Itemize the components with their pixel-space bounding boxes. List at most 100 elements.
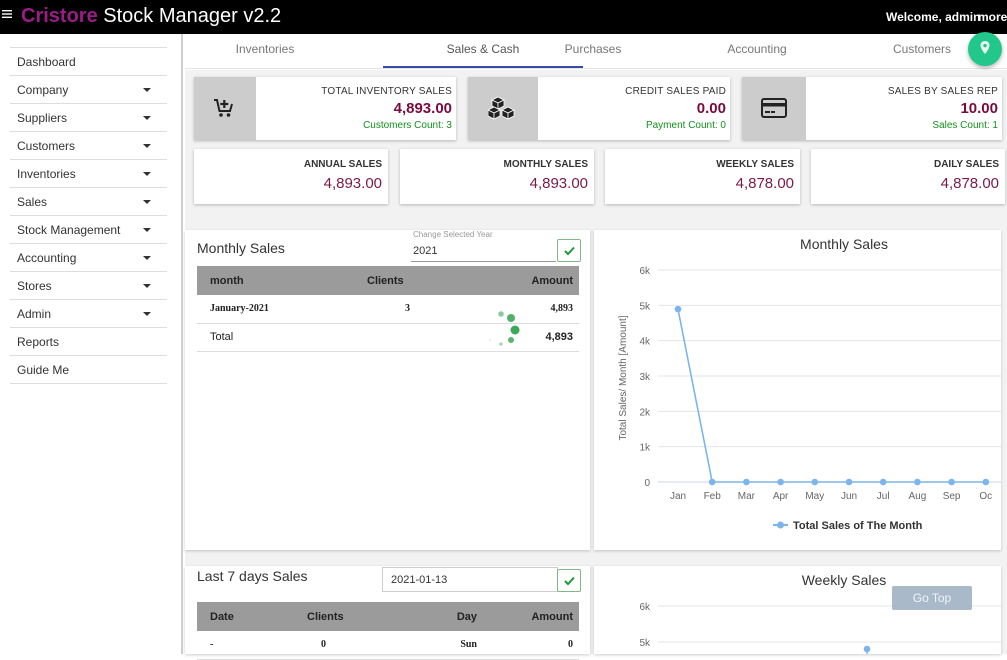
last-7-days-table: Date Clients Day Amount - 0 Sun 0 [197,602,579,660]
sidebar-item-admin[interactable]: Admin [10,300,167,328]
sidebar-item-dashboard[interactable]: Dashboard [10,48,167,76]
monthly-sales-panel: Monthly Sales Change Selected Year month… [185,230,590,550]
sidebar-item-label: Company [17,83,69,97]
sidebar-item-label: Admin [17,307,52,321]
caret-down-icon [143,88,151,92]
data-point[interactable] [777,478,784,486]
sidebar-menu: Dashboard Company Suppliers Customers Invent… [10,47,167,384]
sidebar-item-company[interactable]: Company [10,76,167,104]
sidebar-item-customers[interactable]: Customers [10,132,167,160]
summary-value: 4,893.00 [529,175,588,192]
caret-down-icon [143,116,151,120]
caret-down-icon [143,284,151,288]
sidebar-item-label: Guide Me [17,363,70,377]
table-row: - 0 Sun 0 [197,631,579,660]
top-bar: Cristore Stock Manager v2.2 Welcome, adm… [0,0,1007,34]
y-axis-label: Total Sales/ Month [Amount] [618,315,629,440]
sidebar: Dashboard Company Suppliers Customers Invent… [0,34,183,654]
data-point[interactable] [674,305,682,313]
tab-purchases[interactable]: Purchases [564,42,622,56]
date-input[interactable] [382,567,558,592]
caret-down-icon [143,256,151,260]
panel-title: Last 7 days Sales [197,568,308,584]
cell-month: January-2021 [197,295,367,324]
stat-value: 4,893.00 [393,100,452,117]
sidebar-item-accounting[interactable]: Accounting [10,244,167,272]
data-point[interactable] [743,478,750,486]
data-point[interactable] [879,478,887,486]
column-header-clients[interactable]: Clients [367,266,497,295]
chart-legend[interactable]: Total Sales of The Month [773,520,923,532]
go-top-button[interactable]: Go Top [892,586,972,610]
data-point[interactable] [708,478,716,486]
sidebar-item-suppliers[interactable]: Suppliers [10,104,167,132]
check-icon [564,246,575,256]
y-tick-label: 6k [639,602,651,613]
column-header-amount[interactable]: Amount [497,266,579,295]
sidebar-item-stock-management[interactable]: Stock Management [10,216,167,244]
caret-down-icon [143,228,151,232]
x-tick-label: Apr [773,491,789,502]
apply-year-button[interactable] [557,239,581,262]
summary-value: 4,893.00 [323,175,382,192]
y-tick-label: 5k [639,301,651,312]
data-point[interactable] [863,645,871,653]
sidebar-item-sales[interactable]: Sales [10,188,167,216]
caret-down-icon [143,312,151,316]
data-point[interactable] [982,478,990,486]
stat-label: SALES BY SALES REP [887,86,998,97]
location-button[interactable] [968,32,1002,66]
last-7-days-panel: Last 7 days Sales Date Clients Day Amoun… [185,566,590,660]
cell-clients: 3 [367,295,497,324]
x-tick-label: Feb [704,491,722,502]
sidebar-item-label: Stock Management [17,223,121,237]
app-title[interactable]: Cristore Stock Manager v2.2 [21,4,281,28]
sidebar-item-inventories[interactable]: Inventories [10,160,167,188]
column-header-date[interactable]: Date [197,602,307,631]
tab-accounting[interactable]: Accounting [727,42,787,56]
tab-inventories[interactable]: Inventories [235,42,295,56]
sidebar-item-reports[interactable]: Reports [10,328,167,356]
stat-label: TOTAL INVENTORY SALES [321,86,452,97]
column-header-clients[interactable]: Clients [307,602,417,631]
data-point[interactable] [948,478,955,486]
data-point[interactable] [914,478,921,486]
menu-icon[interactable] [2,9,12,23]
loading-spinner-icon [489,311,520,346]
summary-value: 4,878.00 [735,175,794,192]
legend-label: Total Sales of The Month [793,520,923,532]
cubes-icon [468,77,538,140]
year-input[interactable] [411,240,556,262]
tab-customers[interactable]: Customers [892,42,951,56]
data-point[interactable] [845,478,853,486]
apply-date-button[interactable] [557,569,581,592]
summary-card-annual: ANNUAL SALES 4,893.00 [194,149,388,204]
sidebar-item-label: Reports [17,335,60,349]
x-tick-label: May [805,491,824,502]
x-tick-label: Jan [670,491,686,502]
y-tick-label: 5k [639,638,651,649]
cell-date: - [197,631,307,660]
summary-label: ANNUAL SALES [303,159,382,170]
weekly-sales-chart-panel: Weekly Sales 6k 5k [594,566,1001,654]
series-line [677,308,986,483]
sidebar-item-stores[interactable]: Stores [10,272,167,300]
stat-value: 10.00 [960,100,998,117]
table-row: January-2021 3 4,893 [197,295,579,324]
tab-sales-cash[interactable]: Sales & Cash [383,34,583,68]
tab-bar: Inventories Sales & Cash Purchases Accou… [185,34,1007,69]
column-header-month[interactable]: month [197,266,367,295]
column-header-day[interactable]: Day [417,602,477,631]
more-menu[interactable]: more [978,10,1007,24]
sidebar-item-label: Sales [17,195,48,209]
x-tick-label: Aug [909,491,927,502]
column-header-amount[interactable]: Amount [477,602,579,631]
credit-card-icon [742,77,806,140]
sidebar-item-guide-me[interactable]: Guide Me [10,356,167,384]
y-tick-label: 1k [639,443,651,454]
data-point[interactable] [811,478,819,486]
check-icon [564,576,575,586]
cell-amount: 0 [477,631,579,660]
sidebar-item-label: Stores [17,279,52,293]
sidebar-item-label: Suppliers [17,111,68,125]
